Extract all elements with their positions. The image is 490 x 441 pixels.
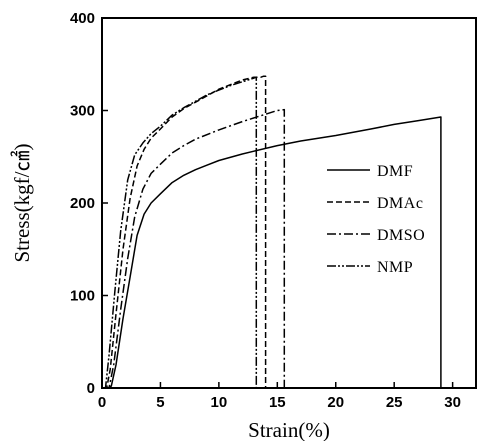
series-line-dmac	[103, 75, 267, 389]
x-tick-label: 25	[386, 394, 403, 411]
x-tick-label: 0	[98, 394, 106, 411]
x-tick-label: 5	[156, 394, 164, 411]
legend: DMF DMAc DMSO NMP	[327, 163, 425, 276]
legend-label-dmso: DMSO	[377, 227, 425, 244]
y-tick-label: 100	[70, 288, 95, 305]
x-tick-label: 15	[269, 394, 286, 411]
x-tick-label: 30	[444, 394, 461, 411]
series-line-dmso	[103, 108, 286, 389]
x-axis-title: Strain(%)	[248, 418, 330, 441]
legend-label-nmp: NMP	[377, 259, 413, 276]
x-tick-label: 10	[211, 394, 228, 411]
legend-label-dmac: DMAc	[377, 195, 423, 212]
y-tick-label: 400	[70, 10, 95, 27]
y-tick-label: 300	[70, 103, 95, 120]
series-line-nmp	[103, 76, 258, 389]
x-tick-label: 20	[327, 394, 344, 411]
series-layer	[103, 75, 442, 389]
legend-label-dmf: DMF	[377, 163, 413, 180]
y-axis-title: Stress(kgf/㎠)	[10, 144, 34, 263]
y-tick-label: 0	[87, 380, 95, 397]
series-line-dmf	[103, 116, 442, 389]
y-tick-label: 200	[70, 195, 95, 212]
